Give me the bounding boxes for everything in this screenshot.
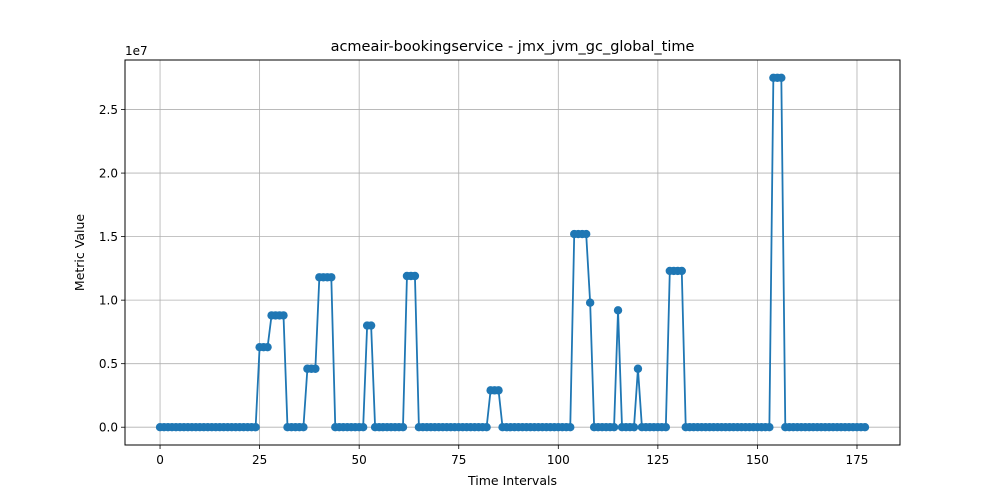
data-point (299, 423, 308, 432)
data-point (860, 423, 870, 432)
data-point (629, 423, 639, 432)
y-tick-label: 1.5 (99, 230, 118, 244)
data-point (661, 423, 671, 432)
y-tick-label: 2.5 (99, 103, 118, 117)
data-point (410, 271, 420, 281)
plot-frame (124, 59, 901, 446)
tick-layer: 0 25 50 75 100 125 150 175 0.0 0.5 1.0 1.5 2.0 2.5 (99, 103, 869, 467)
y-axis-label: Metric Value (72, 214, 87, 291)
x-tick-label: 150 (746, 453, 769, 467)
data-point (398, 423, 408, 432)
data-point (585, 298, 595, 307)
x-tick-label: 25 (252, 453, 267, 467)
data-point (263, 342, 272, 352)
x-tick-label: 0 (156, 453, 164, 467)
data-point (279, 311, 288, 320)
data-point (677, 266, 686, 276)
data-point (366, 321, 376, 330)
data-point (609, 423, 619, 432)
data-point (327, 273, 336, 282)
y-tick-label: 0.5 (99, 357, 118, 371)
y-offset-label: 1e7 (125, 44, 148, 58)
x-tick-label: 175 (846, 453, 869, 467)
x-tick-label: 125 (646, 453, 669, 467)
series-layer (155, 73, 870, 432)
data-point (358, 423, 368, 432)
x-tick-label: 100 (547, 453, 570, 467)
data-point (251, 423, 260, 432)
data-point (311, 364, 320, 373)
data-point (777, 73, 786, 82)
data-point (765, 423, 774, 432)
data-point (566, 423, 575, 432)
x-tick-label: 75 (451, 453, 466, 467)
data-point (581, 229, 591, 239)
data-point (613, 306, 623, 315)
y-tick-label: 0.0 (99, 421, 118, 435)
x-tick-label: 50 (352, 453, 367, 467)
data-point (494, 386, 503, 395)
x-axis-label: Time Intervals (467, 473, 557, 488)
y-tick-label: 2.0 (99, 167, 118, 181)
data-point (633, 364, 643, 373)
y-tick-label: 1.0 (99, 294, 118, 308)
chart-title: acmeair-bookingservice - jmx_jvm_gc_glob… (331, 39, 695, 55)
data-point (482, 423, 491, 432)
